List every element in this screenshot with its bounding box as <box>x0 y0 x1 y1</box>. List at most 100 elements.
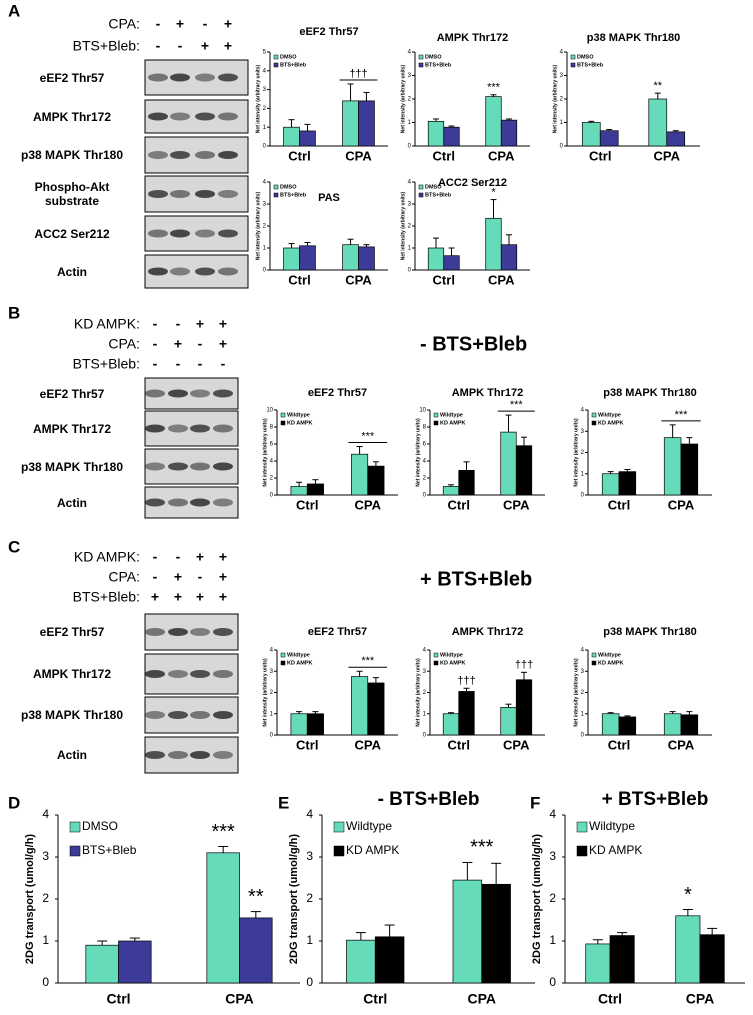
y-tick-label: 1 <box>270 711 274 717</box>
bar <box>342 244 359 271</box>
blot-band <box>195 229 215 238</box>
y-tick-label: 3 <box>581 669 585 675</box>
blot-band <box>168 628 188 636</box>
legend-label: DMSO <box>280 184 297 190</box>
blot-row-label: eEF2 Thr57 <box>39 386 105 401</box>
condition-sign: + <box>219 569 227 585</box>
legend-label: DMSO <box>82 819 118 833</box>
error-bar <box>448 247 455 256</box>
y-tick-label: 1 <box>581 471 585 477</box>
blot-band <box>218 267 238 276</box>
error-bar <box>521 671 528 680</box>
condition-sign: - <box>153 549 158 565</box>
error-bar <box>218 846 229 853</box>
y-tick-label: 4 <box>408 180 412 186</box>
legend-label: Wildtype <box>287 412 310 418</box>
blot-band <box>213 711 233 719</box>
blot-band <box>170 112 190 121</box>
legend-swatch <box>280 660 286 666</box>
error-bar <box>506 234 513 245</box>
y-tick-label: 0 <box>423 733 427 739</box>
y-tick-label: 0 <box>263 268 267 274</box>
y-tick-label: 0 <box>408 144 412 150</box>
blot-band <box>168 751 188 759</box>
legend-swatch <box>591 660 597 666</box>
error-bar <box>448 125 455 128</box>
x-tick-label: CPA <box>355 737 382 752</box>
legend-swatch <box>418 62 424 68</box>
chart-title: AMPK Thr172 <box>452 626 524 638</box>
chart-title: ACC2 Ser212 <box>438 177 507 189</box>
blot-band <box>190 670 210 678</box>
error-bar <box>288 243 295 248</box>
error-bar <box>304 123 311 131</box>
y-tick-label: 3 <box>560 73 564 79</box>
blot-band <box>168 462 188 471</box>
blot-band <box>213 751 233 759</box>
y-tick-label: 2 <box>581 450 585 456</box>
bar <box>239 917 273 984</box>
condition-sign: - <box>203 16 208 32</box>
chart-title: PAS <box>318 192 340 204</box>
error-bar <box>129 937 140 941</box>
error-bar <box>686 711 693 715</box>
bar <box>118 940 152 984</box>
condition-sign: - <box>176 356 181 372</box>
blot-band <box>168 389 188 398</box>
bar <box>500 431 517 496</box>
y-tick-label: 4 <box>408 50 412 56</box>
x-tick-label: CPA <box>345 272 372 287</box>
error-bar <box>624 469 631 472</box>
annotation: ††† <box>515 659 533 671</box>
blot-band <box>170 151 190 159</box>
bar <box>306 713 324 736</box>
legend-label: KD AMPK <box>440 420 465 426</box>
blot-band <box>213 670 233 678</box>
y-tick-label: 2 <box>306 891 313 905</box>
blot-row-label: eEF2 Thr57 <box>39 625 105 639</box>
legend-label: Wildtype <box>440 412 463 418</box>
bar <box>666 131 686 147</box>
bar <box>663 437 682 496</box>
error-bar <box>97 940 108 946</box>
bar <box>618 471 637 496</box>
blot-row-label: AMPK Thr172 <box>32 421 112 436</box>
legend-label: KD AMPK <box>598 660 623 666</box>
y-tick-label: 4 <box>263 180 267 186</box>
blot-band <box>195 112 215 121</box>
y-axis-label: Net intensity (arbitrary units) <box>262 658 268 727</box>
x-tick-label: Ctrl <box>363 991 387 1007</box>
legend-swatch <box>273 62 279 68</box>
blot-band <box>148 112 168 121</box>
bar <box>663 713 682 736</box>
legend-swatch <box>570 54 576 60</box>
x-tick-label: CPA <box>654 148 681 163</box>
annotation: *** <box>675 409 689 421</box>
error-bar <box>505 703 512 708</box>
bar <box>485 96 502 147</box>
blot-band <box>218 190 238 198</box>
bar <box>358 100 375 147</box>
legend-label: BTS+Bleb <box>577 62 604 68</box>
legend-label: KD AMPK <box>287 420 312 426</box>
condition-sign: + <box>219 316 227 332</box>
bar <box>680 714 699 736</box>
x-tick-label: Ctrl <box>448 737 470 752</box>
y-tick-label: 0 <box>263 144 267 150</box>
y-tick-label: 1 <box>306 933 313 947</box>
blot-band <box>168 711 188 719</box>
x-tick-label: CPA <box>668 737 695 752</box>
error-bar <box>588 120 595 123</box>
bar <box>601 473 620 496</box>
bar <box>481 883 511 984</box>
legend-swatch <box>591 652 597 658</box>
error-bar <box>506 118 513 121</box>
error-bar <box>447 712 454 714</box>
error-bar <box>356 670 363 677</box>
y-tick-label: 4 <box>423 459 427 465</box>
blot-row-label: p38 MAPK Thr180 <box>20 148 124 162</box>
blot-band <box>168 498 188 507</box>
legend-label: Wildtype <box>346 819 392 833</box>
annotation: * <box>684 884 692 906</box>
section-heading: + BTS+Bleb <box>420 568 532 590</box>
